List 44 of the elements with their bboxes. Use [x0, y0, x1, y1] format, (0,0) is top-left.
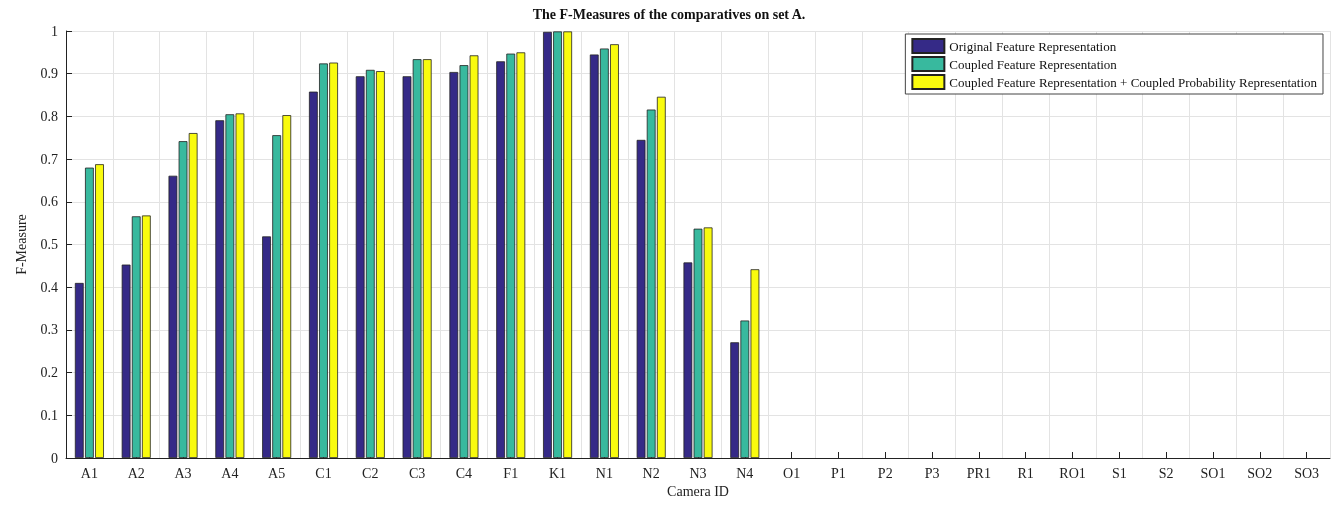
- chart-title: The F-Measures of the comparatives on set A.: [532, 6, 806, 22]
- x-tick-label: RO1: [1059, 465, 1086, 481]
- x-tick-label: C2: [362, 465, 379, 481]
- x-tick-label: SO1: [1200, 465, 1226, 481]
- y-tick-label: 0.5: [40, 237, 58, 252]
- x-tick-label: F1: [503, 465, 519, 481]
- x-tick-label: S1: [1111, 465, 1127, 481]
- y-tick-label: 0.9: [40, 66, 58, 82]
- x-tick-label: N2: [642, 465, 660, 481]
- x-tick-label: P1: [831, 465, 846, 481]
- x-tick-label: A3: [174, 465, 192, 481]
- x-tick-label: P3: [924, 465, 940, 481]
- y-tick-label: 0.7: [40, 151, 58, 167]
- y-tick-label: 0.1: [40, 407, 58, 423]
- y-tick-label: 1: [51, 23, 58, 39]
- x-tick-label: N4: [736, 465, 754, 481]
- y-axis-title: F-Measure: [13, 214, 29, 275]
- x-tick-label: C4: [455, 465, 473, 481]
- y-tick-label: 0.3: [40, 322, 58, 338]
- x-tick-label: N3: [689, 465, 707, 481]
- x-tick-label: C1: [315, 465, 332, 481]
- x-tick-label: PR1: [966, 465, 991, 481]
- y-tick-label: 0.4: [40, 279, 58, 295]
- x-tick-label: O1: [783, 465, 801, 481]
- legend-label: Original Feature Representation: [949, 38, 1117, 54]
- x-tick-label: R1: [1017, 465, 1034, 481]
- legend-label: Coupled Feature Representation + Coupled Probability Representation: [949, 74, 1318, 90]
- x-tick-label: SO3: [1294, 465, 1320, 481]
- y-tick-label: 0.8: [40, 108, 58, 124]
- x-tick-label: A5: [268, 465, 286, 481]
- x-tick-label: N1: [595, 465, 613, 481]
- y-tick-label: 0.2: [40, 365, 58, 381]
- y-tick-label: 0.6: [40, 194, 58, 210]
- x-axis-title: Camera ID: [667, 484, 729, 500]
- x-tick-label: SO2: [1247, 465, 1273, 481]
- x-tick-label: A4: [221, 465, 239, 481]
- x-tick-label: K1: [548, 465, 567, 481]
- legend-label: Coupled Feature Representation: [949, 56, 1118, 72]
- x-tick-label: A1: [80, 465, 98, 481]
- x-tick-label: A2: [127, 465, 145, 481]
- x-tick-label: C3: [408, 465, 426, 481]
- y-tick-label: 0: [51, 450, 58, 466]
- x-tick-label: S2: [1158, 465, 1174, 481]
- x-tick-label: P2: [877, 465, 893, 481]
